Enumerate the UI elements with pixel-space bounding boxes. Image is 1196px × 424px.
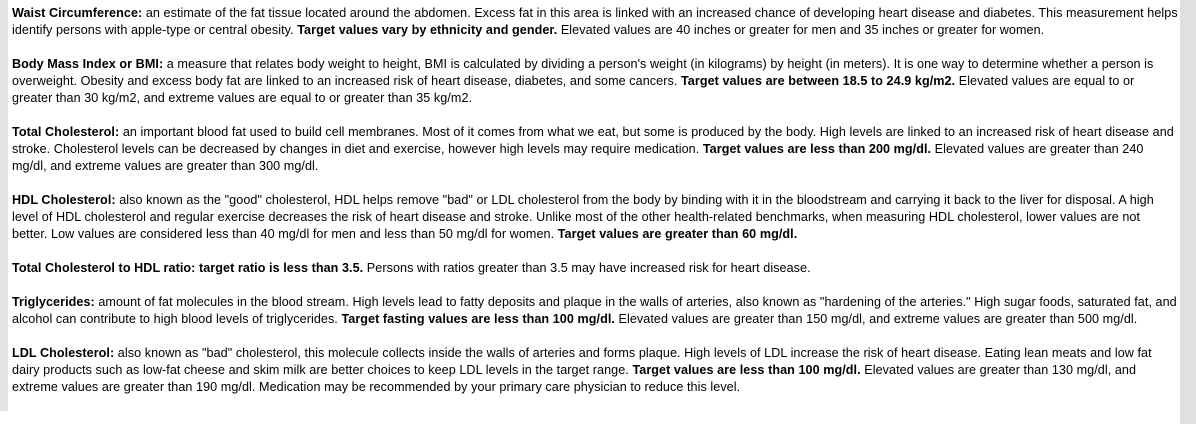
definition-paragraph-ldl-cholesterol: LDL Cholesterol: also known as "bad" cho… xyxy=(12,345,1178,396)
definition-paragraph-total-cholesterol-to-hdl-ratio: Total Cholesterol to HDL ratio: target r… xyxy=(12,260,1178,277)
body-text-total-cholesterol-1: an important blood fat used to build cel… xyxy=(12,125,1174,156)
term-label-total-cholesterol-to-hdl-ratio: Total Cholesterol to HDL ratio: target r… xyxy=(12,261,364,275)
body-text-ldl-cholesterol-2: Elevated values are greater than 130 mg/… xyxy=(12,363,1137,394)
document-content: Waist Circumference: an estimate of the … xyxy=(12,0,1178,424)
body-text-total-cholesterol-2: Elevated values are greater than 240 mg/… xyxy=(12,142,1144,173)
body-text-body-mass-index-1: a measure that relates body weight to he… xyxy=(12,57,1154,88)
body-text-hdl-cholesterol-1: also known as the "good" cholesterol, HD… xyxy=(12,193,1154,241)
target-value-body-mass-index: Target values are between 18.5 to 24.9 k… xyxy=(680,74,956,88)
body-text-triglycerides-2: Elevated values are greater than 150 mg/… xyxy=(614,312,1138,326)
target-value-total-cholesterol: Target values are less than 200 mg/dl. xyxy=(702,142,932,156)
body-text-total-cholesterol-to-hdl-ratio-2: Persons with ratios greater than 3.5 may… xyxy=(363,261,811,275)
target-value-hdl-cholesterol: Target values are greater than 60 mg/dl. xyxy=(557,227,798,241)
right-gutter-separator xyxy=(1178,0,1180,424)
term-label-body-mass-index: Body Mass Index or BMI: xyxy=(12,57,164,71)
term-label-total-cholesterol: Total Cholesterol: xyxy=(12,125,120,139)
definition-paragraph-hdl-cholesterol: HDL Cholesterol: also known as the "good… xyxy=(12,192,1178,243)
body-text-triglycerides-1: amount of fat molecules in the blood str… xyxy=(12,295,1177,326)
right-margin-gutter xyxy=(1180,0,1196,424)
term-label-hdl-cholesterol: HDL Cholesterol: xyxy=(12,193,116,207)
term-label-waist-circumference: Waist Circumference: xyxy=(12,6,143,20)
term-label-triglycerides: Triglycerides: xyxy=(12,295,95,309)
definition-paragraph-total-cholesterol: Total Cholesterol: an important blood fa… xyxy=(12,124,1178,175)
body-text-waist-circumference-2: Elevated values are 40 inches or greater… xyxy=(557,23,1045,37)
definition-paragraph-waist-circumference: Waist Circumference: an estimate of the … xyxy=(12,5,1178,39)
body-text-ldl-cholesterol-1: also known as "bad" cholesterol, this mo… xyxy=(12,346,1152,377)
target-value-triglycerides: Target fasting values are less than 100 … xyxy=(341,312,615,326)
definition-paragraph-triglycerides: Triglycerides: amount of fat molecules i… xyxy=(12,294,1178,328)
target-value-waist-circumference: Target values vary by ethnicity and gend… xyxy=(297,23,558,37)
term-label-ldl-cholesterol: LDL Cholesterol: xyxy=(12,346,115,360)
left-margin-gutter xyxy=(0,0,8,411)
definition-paragraph-body-mass-index: Body Mass Index or BMI: a measure that r… xyxy=(12,56,1178,107)
target-value-ldl-cholesterol: Target values are less than 100 mg/dl. xyxy=(632,363,861,377)
body-text-body-mass-index-2: Elevated values are equal to or greater … xyxy=(12,74,1135,105)
body-text-waist-circumference-1: an estimate of the fat tissue located ar… xyxy=(12,6,1178,37)
